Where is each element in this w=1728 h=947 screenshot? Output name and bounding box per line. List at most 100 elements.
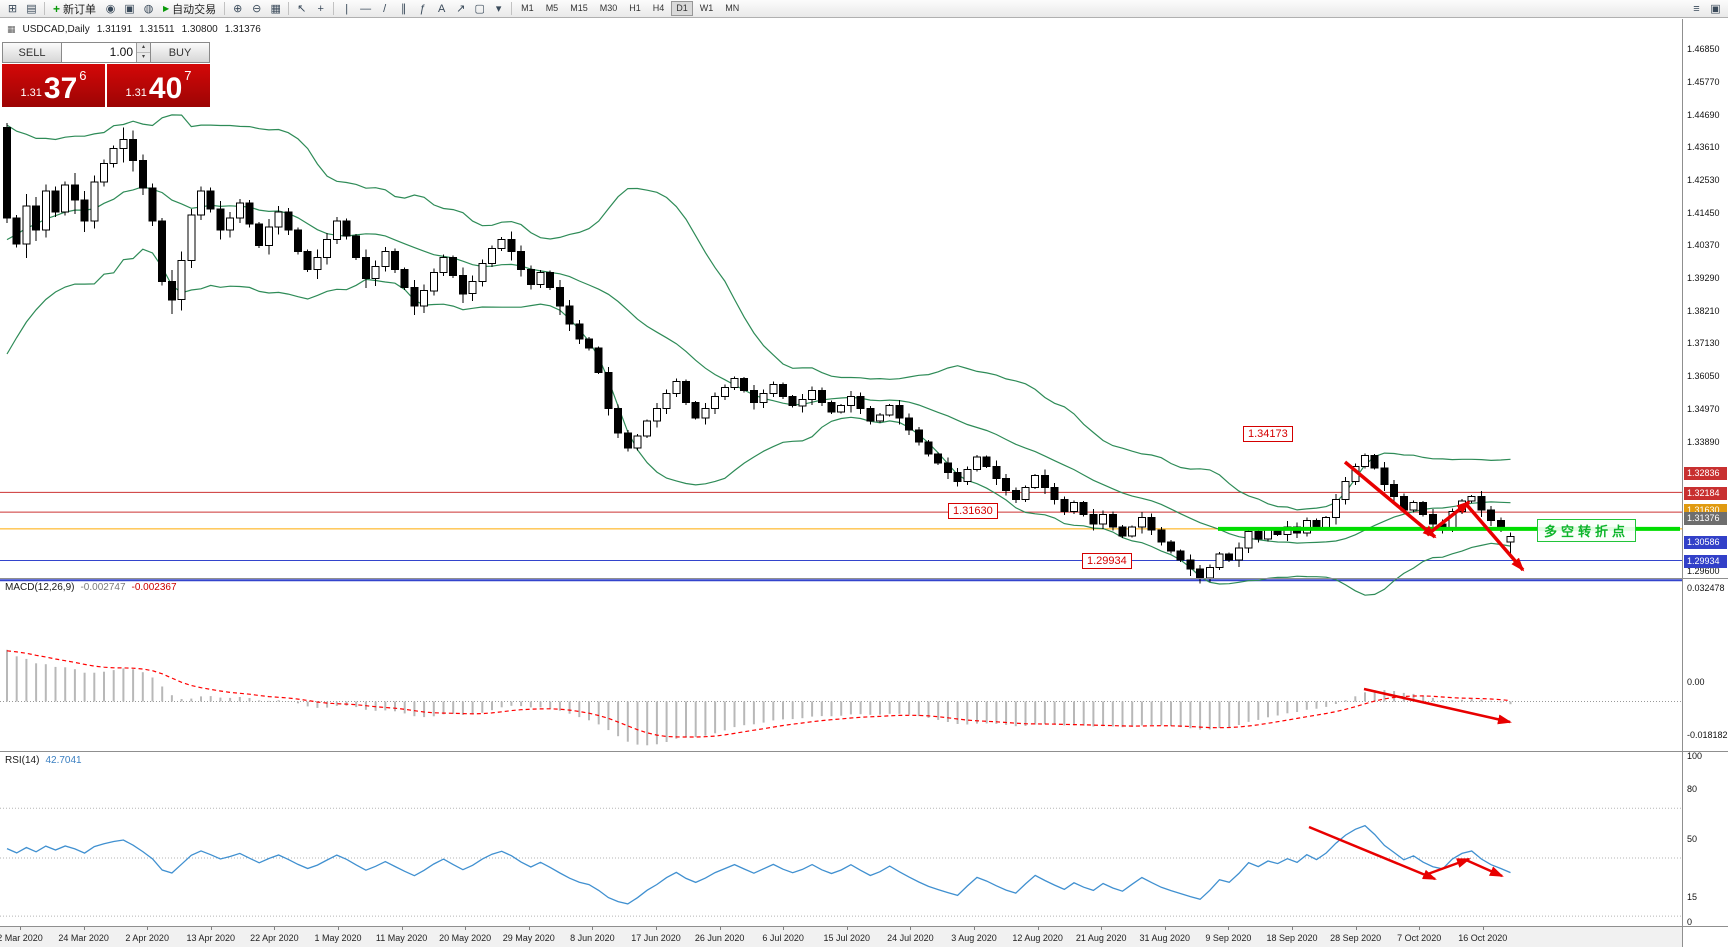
timeframe-h4-button[interactable]: H4 bbox=[652, 3, 665, 13]
horizontal-line-icon[interactable]: — bbox=[360, 2, 372, 15]
candlestick-series bbox=[3, 123, 1515, 584]
vertical-line-icon[interactable]: | bbox=[345, 2, 349, 15]
time-tick bbox=[592, 927, 594, 930]
profiles-icon[interactable]: ▤ bbox=[26, 3, 37, 15]
support-price-annotation[interactable]: 1.31630 bbox=[948, 503, 998, 519]
time-tick bbox=[147, 927, 149, 930]
rsi-line bbox=[6, 824, 1511, 905]
date-label: 28 Sep 2020 bbox=[1330, 933, 1382, 943]
chart-title: ▦ USDCAD,Daily 1.31191 1.31511 1.30800 1… bbox=[7, 24, 261, 35]
time-tick bbox=[465, 927, 467, 930]
tile-windows-icon[interactable]: ▦ bbox=[270, 3, 281, 15]
axis-label: 50 bbox=[1687, 834, 1698, 844]
equidistant-channel-icon[interactable]: ∥ bbox=[400, 3, 407, 15]
volume-decrease-button[interactable]: ▾ bbox=[137, 53, 150, 62]
sell-button[interactable]: SELL bbox=[2, 42, 62, 63]
objects-dropdown-icon[interactable]: ▾ bbox=[495, 3, 502, 15]
strategy-tester-icon[interactable]: ◍ bbox=[143, 3, 154, 15]
macd-signal-value: -0.002367 bbox=[131, 582, 177, 593]
panel-separator[interactable] bbox=[0, 751, 1728, 752]
volume-increase-button[interactable]: ▴ bbox=[137, 43, 150, 53]
rsi-panel-canvas[interactable] bbox=[0, 771, 1682, 945]
fibonacci-icon[interactable]: ƒ bbox=[419, 2, 426, 15]
volume-value[interactable]: 1.00 bbox=[109, 45, 133, 59]
peak-price-annotation[interactable]: 1.34173 bbox=[1243, 426, 1293, 442]
bid-price-box[interactable]: 1.31 37 6 bbox=[2, 64, 105, 107]
timeframe-m30-button[interactable]: M30 bbox=[599, 3, 618, 13]
date-label: 2 Apr 2020 bbox=[125, 933, 169, 943]
time-tick bbox=[83, 927, 85, 930]
new-chart-icon[interactable]: ⊞ bbox=[7, 3, 18, 15]
arrow-object-icon[interactable]: ↗ bbox=[456, 3, 466, 15]
buy-button[interactable]: BUY bbox=[150, 42, 210, 63]
macd-title: MACD(12,26,9) bbox=[5, 582, 75, 593]
time-tick bbox=[783, 927, 785, 930]
date-label: 6 Jul 2020 bbox=[762, 933, 804, 943]
price-tag-1.32184: 1.32184 bbox=[1684, 487, 1727, 501]
volume-spinner: ▴ ▾ bbox=[136, 43, 150, 62]
fullscreen-icon[interactable]: ▣ bbox=[1710, 3, 1721, 15]
symbol-period-label: USDCAD,Daily bbox=[22, 24, 90, 35]
rsi-value: 42.7041 bbox=[45, 755, 82, 766]
axis-label: 1.46850 bbox=[1687, 44, 1720, 55]
market-watch-icon[interactable]: ◉ bbox=[105, 3, 116, 15]
toolbar-separator bbox=[511, 2, 513, 15]
trendline-icon[interactable]: / bbox=[383, 2, 387, 15]
turning-point-annotation[interactable]: 多空转折点 bbox=[1537, 519, 1637, 542]
chart-symbol-icon: ▦ bbox=[7, 24, 16, 34]
date-label: 7 Oct 2020 bbox=[1397, 933, 1442, 943]
low-price-annotation[interactable]: 1.29934 bbox=[1082, 553, 1132, 569]
macd-panel-canvas[interactable] bbox=[0, 598, 1682, 770]
toolbar-separator bbox=[288, 2, 290, 15]
text-icon[interactable]: A bbox=[438, 2, 446, 15]
time-tick bbox=[1419, 927, 1421, 930]
window-menu-icon[interactable]: ≡ bbox=[1693, 2, 1700, 15]
rsi-title: RSI(14) bbox=[5, 755, 40, 766]
axis-label: -0.018182 bbox=[1687, 730, 1728, 741]
timeframe-w1-button[interactable]: W1 bbox=[699, 3, 714, 13]
timeframe-d1-button[interactable]: D1 bbox=[671, 1, 693, 16]
panel-separator[interactable] bbox=[0, 926, 1728, 927]
zoom-out-icon[interactable]: ⊖ bbox=[252, 3, 262, 15]
macd-signal-line bbox=[6, 650, 1511, 738]
axis-label: 1.41450 bbox=[1687, 207, 1720, 218]
volume-field[interactable]: 1.00 ▴ ▾ bbox=[62, 42, 150, 63]
time-tick bbox=[210, 927, 212, 930]
date-label: 16 Oct 2020 bbox=[1458, 933, 1508, 943]
axis-label: 1.40370 bbox=[1687, 240, 1720, 251]
date-label: 29 May 2020 bbox=[502, 933, 555, 943]
rsi-indicator-label: RSI(14) 42.7041 bbox=[5, 755, 82, 766]
new-order-button[interactable]: + 新订单 bbox=[53, 1, 97, 16]
crosshair-icon[interactable]: + bbox=[317, 2, 324, 15]
bid-price-pip: 6 bbox=[79, 68, 87, 83]
ask-price-box[interactable]: 1.31 40 7 bbox=[107, 64, 210, 107]
timeframe-m1-button[interactable]: M1 bbox=[521, 3, 534, 13]
date-label: 22 Apr 2020 bbox=[250, 933, 299, 943]
price-chart-canvas[interactable] bbox=[0, 38, 1682, 597]
bid-price-main: 37 bbox=[43, 72, 78, 105]
axis-label: 0.032478 bbox=[1687, 582, 1725, 593]
date-label: 9 Sep 2020 bbox=[1205, 933, 1252, 943]
timeframe-h1-button[interactable]: H1 bbox=[629, 3, 641, 13]
timeframe-m5-button[interactable]: M5 bbox=[545, 3, 559, 13]
cursor-icon[interactable]: ↖ bbox=[297, 3, 307, 15]
shapes-icon[interactable]: ▢ bbox=[474, 3, 485, 15]
data-window-icon[interactable]: ▣ bbox=[124, 3, 135, 15]
macd-indicator-label: MACD(12,26,9) -0.002747 -0.002367 bbox=[5, 582, 177, 593]
timeframe-mn-button[interactable]: MN bbox=[725, 3, 740, 13]
time-tick bbox=[1482, 927, 1484, 930]
panel-separator[interactable] bbox=[0, 578, 1728, 579]
date-label: 24 Mar 2020 bbox=[58, 933, 109, 943]
toolbar-separator bbox=[224, 2, 226, 15]
axis-label: 1.29600 bbox=[1687, 566, 1720, 577]
one-click-trading-panel: SELL 1.00 ▴ ▾ BUY 1.31 37 6 1.31 bbox=[2, 42, 210, 107]
time-tick bbox=[656, 927, 657, 930]
toolbar-separator bbox=[333, 2, 335, 15]
date-label: 31 Aug 2020 bbox=[1139, 933, 1191, 943]
auto-trading-button[interactable]: ▶ 自动交易 bbox=[163, 3, 217, 16]
timeframe-m15-button[interactable]: M15 bbox=[570, 3, 588, 13]
zoom-in-icon[interactable]: ⊕ bbox=[233, 3, 243, 15]
date-label: 21 Aug 2020 bbox=[1075, 933, 1127, 943]
macd-histogram bbox=[6, 649, 1512, 746]
